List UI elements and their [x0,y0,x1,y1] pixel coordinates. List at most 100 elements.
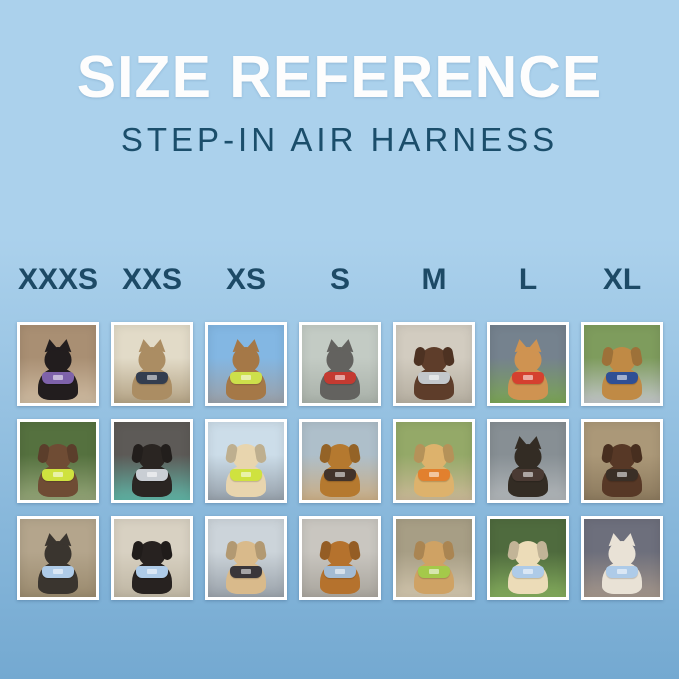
photo-xxxs-row3 [17,516,99,600]
dog-figure [315,538,365,594]
harness-graphic [42,372,74,384]
subtitle: STEP-IN AIR HARNESS [120,121,559,158]
pet-head [420,444,448,469]
harness-graphic [324,566,356,578]
pet-head [44,444,72,469]
harness-graphic [606,469,638,481]
photo-scene [490,422,566,500]
dog-figure [597,538,647,594]
harness-graphic [136,372,168,384]
dog-figure [503,344,553,400]
dog-figure [503,441,553,497]
photo-l-row1 [487,322,569,406]
photo-scene [114,325,190,403]
photo-scene [302,422,378,500]
harness-graphic [418,469,450,481]
dog-figure [597,441,647,497]
photo-xl-row1 [581,322,663,406]
photo-xs-row3 [205,516,287,600]
harness-graphic [42,566,74,578]
photo-s-row2 [299,419,381,503]
dog-figure [597,344,647,400]
photo-s-row1 [299,322,381,406]
size-label-xxxs: XXXS [17,263,99,296]
photo-scene [208,519,284,597]
harness-graphic [512,469,544,481]
photo-m-row1 [393,322,475,406]
harness-graphic [42,469,74,481]
photo-scene [208,325,284,403]
pet-head [420,541,448,566]
dog-figure [33,441,83,497]
harness-graphic [324,372,356,384]
dog-figure [315,344,365,400]
pet-head [326,541,354,566]
pet-head [326,444,354,469]
photo-xl-row2 [581,419,663,503]
harness-graphic [512,372,544,384]
harness-graphic [418,566,450,578]
harness-graphic [418,372,450,384]
photo-l-row3 [487,516,569,600]
harness-graphic [230,372,262,384]
photo-xxxs-row1 [17,322,99,406]
photo-scene [114,519,190,597]
photo-scene [20,325,96,403]
photo-scene [490,325,566,403]
pet-head [608,347,636,372]
header: SIZE REFERENCE STEP-IN AIR HARNESS [0,48,679,158]
pet-head [514,347,542,372]
photo-scene [20,422,96,500]
pet-head [420,347,448,372]
photo-m-row3 [393,516,475,600]
dog-figure [127,538,177,594]
photo-m-row2 [393,419,475,503]
pet-head [44,541,72,566]
dog-figure [221,538,271,594]
dog-figure [221,441,271,497]
pet-head [326,347,354,372]
cat-figure [33,344,83,400]
pet-head [608,541,636,566]
size-grid: XXXS XXS XS S M L XL [17,265,663,600]
cat-figure [221,344,271,400]
dog-figure [127,441,177,497]
pet-head [608,444,636,469]
photo-scene [396,422,472,500]
pet-head [232,444,260,469]
photo-scene [584,325,660,403]
harness-graphic [512,566,544,578]
photo-scene [302,325,378,403]
photo-l-row2 [487,419,569,503]
photo-scene [114,422,190,500]
pet-head [138,347,166,372]
size-label-xxs: XXS [121,263,183,296]
harness-graphic [606,372,638,384]
photo-scene [396,325,472,403]
photo-xxs-row1 [111,322,193,406]
photo-xxs-row2 [111,419,193,503]
photo-s-row3 [299,516,381,600]
pet-head [138,541,166,566]
dog-figure [409,441,459,497]
photo-scene [208,422,284,500]
dog-figure [409,344,459,400]
size-label-m: M [421,263,447,296]
photo-scene [20,519,96,597]
dog-figure [315,441,365,497]
pet-head [232,541,260,566]
harness-graphic [230,566,262,578]
photo-scene [584,422,660,500]
dog-figure [33,538,83,594]
photo-xl-row3 [581,516,663,600]
pet-head [138,444,166,469]
size-label-xl: XL [602,263,642,296]
photo-xs-row2 [205,419,287,503]
photo-scene [584,519,660,597]
cat-figure [127,344,177,400]
photo-scene [302,519,378,597]
pet-head [44,347,72,372]
pet-head [514,444,542,469]
photo-scene [490,519,566,597]
